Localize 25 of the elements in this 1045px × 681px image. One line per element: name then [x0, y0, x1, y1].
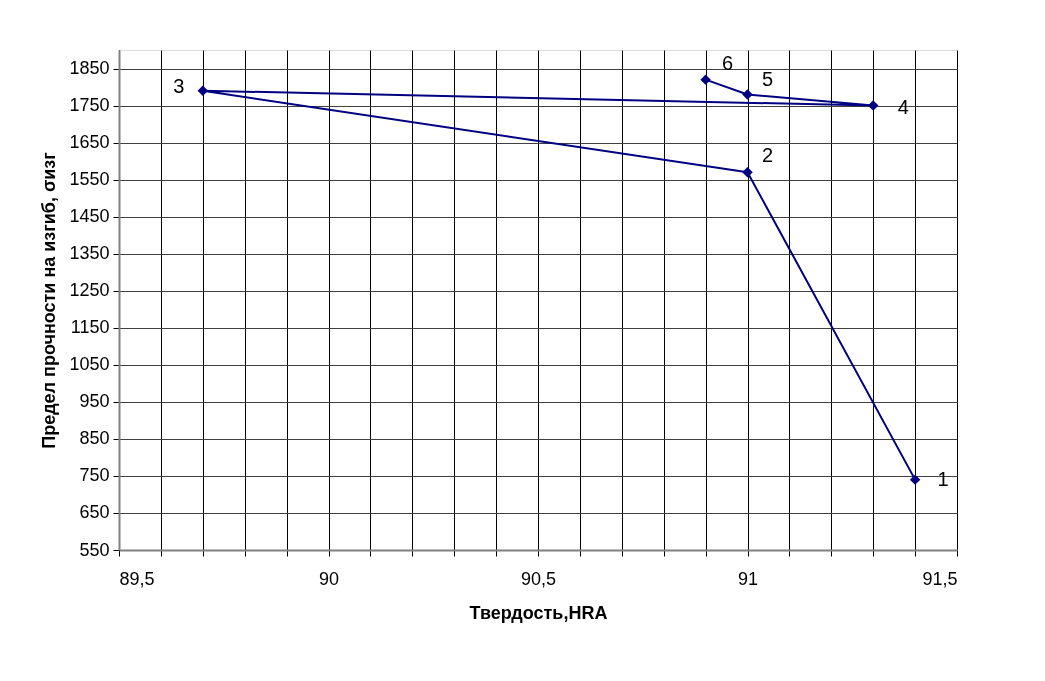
y-tick-label: 1850 — [69, 58, 110, 79]
y-tick-label: 1750 — [69, 95, 110, 116]
annotation: 5 — [761, 68, 774, 91]
y-tick-label: 850 — [79, 428, 110, 449]
y-axis-title: Предел прочности на изгиб, σизг — [39, 151, 60, 449]
y-tick-label: 550 — [79, 539, 110, 560]
annotation: 6 — [722, 51, 734, 74]
x-axis-title: Твердость,HRA — [469, 602, 608, 623]
y-tick-label: 1550 — [69, 169, 110, 190]
y-tick-label: 1150 — [70, 317, 110, 338]
x-tick-label: 91 — [737, 568, 759, 589]
y-tick-label: 1350 — [69, 243, 110, 264]
y-tick-label: 1050 — [69, 354, 110, 375]
annotation: 2 — [761, 144, 774, 167]
y-tick-label: 1250 — [69, 280, 110, 301]
x-tick-label: 90,5 — [520, 568, 557, 589]
x-tick-label: 91,5 — [922, 568, 958, 589]
y-tick-label: 1650 — [69, 132, 110, 153]
y-tick-label: 950 — [79, 391, 110, 412]
y-tick-label: 750 — [79, 465, 110, 486]
x-tick-label: 89,5 — [119, 568, 155, 589]
y-tick-label: 650 — [79, 502, 110, 523]
y-tick-label: 1450 — [69, 206, 110, 227]
x-tick-label: 90 — [318, 568, 340, 589]
annotation: 3 — [173, 74, 185, 97]
